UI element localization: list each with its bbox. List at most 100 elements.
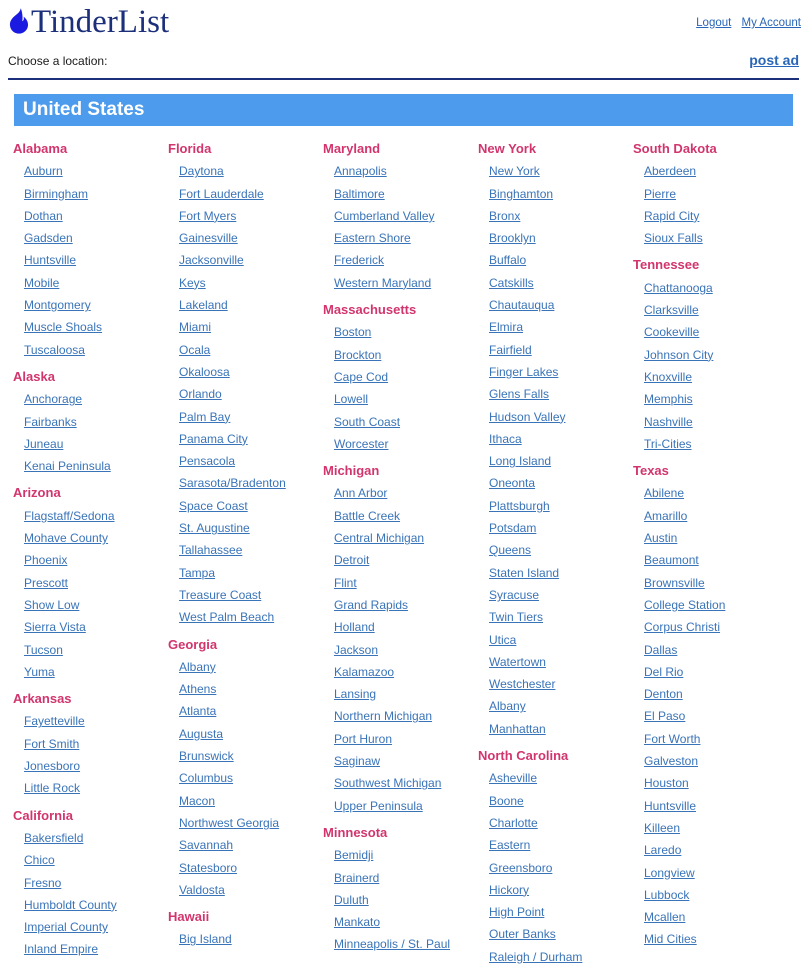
city-link[interactable]: Sioux Falls bbox=[644, 231, 703, 246]
city-link[interactable]: Chautauqua bbox=[489, 298, 555, 313]
city-link[interactable]: Brooklyn bbox=[489, 231, 536, 246]
city-link[interactable]: Tallahassee bbox=[179, 543, 243, 558]
city-link[interactable]: Northern Michigan bbox=[334, 709, 433, 724]
city-link[interactable]: Muscle Shoals bbox=[24, 320, 103, 335]
city-link[interactable]: Rapid City bbox=[644, 208, 700, 223]
city-link[interactable]: Statesboro bbox=[179, 860, 238, 875]
city-link[interactable]: Tampa bbox=[179, 565, 216, 580]
city-link[interactable]: Buffalo bbox=[489, 253, 527, 268]
city-link[interactable]: Boston bbox=[334, 325, 372, 340]
city-link[interactable]: Kalamazoo bbox=[334, 664, 395, 679]
city-link[interactable]: Glens Falls bbox=[489, 387, 550, 402]
city-link[interactable]: Fayetteville bbox=[24, 714, 85, 729]
city-link[interactable]: Saginaw bbox=[334, 754, 381, 769]
city-link[interactable]: Johnson City bbox=[644, 347, 714, 362]
city-link[interactable]: Grand Rapids bbox=[334, 597, 409, 612]
city-link[interactable]: Flint bbox=[334, 575, 357, 590]
city-link[interactable]: Queens bbox=[489, 543, 532, 558]
city-link[interactable]: Chattanooga bbox=[644, 280, 713, 295]
city-link[interactable]: Jacksonville bbox=[179, 253, 244, 268]
city-link[interactable]: Fairfield bbox=[489, 342, 532, 357]
city-link[interactable]: Humboldt County bbox=[24, 897, 117, 912]
city-link[interactable]: Lakeland bbox=[179, 298, 228, 313]
city-link[interactable]: Staten Island bbox=[489, 565, 560, 580]
city-link[interactable]: Annapolis bbox=[334, 164, 387, 179]
city-link[interactable]: El Paso bbox=[644, 709, 686, 724]
city-link[interactable]: Miami bbox=[179, 320, 211, 335]
city-link[interactable]: Fairbanks bbox=[24, 414, 77, 429]
city-link[interactable]: Cumberland Valley bbox=[334, 208, 435, 223]
city-link[interactable]: Greensboro bbox=[489, 860, 553, 875]
city-link[interactable]: Laredo bbox=[644, 843, 682, 858]
city-link[interactable]: Albany bbox=[179, 659, 216, 674]
city-link[interactable]: Gainesville bbox=[179, 231, 238, 246]
city-link[interactable]: Baltimore bbox=[334, 186, 385, 201]
city-link[interactable]: Auburn bbox=[24, 164, 63, 179]
city-link[interactable]: Ocala bbox=[179, 342, 211, 357]
city-link[interactable]: Longview bbox=[644, 865, 695, 880]
city-link[interactable]: Mobile bbox=[24, 275, 60, 290]
city-link[interactable]: Mankato bbox=[334, 915, 381, 930]
city-link[interactable]: Columbus bbox=[179, 771, 234, 786]
city-link[interactable]: Anchorage bbox=[24, 392, 83, 407]
city-link[interactable]: Southwest Michigan bbox=[334, 776, 442, 791]
city-link[interactable]: Fresno bbox=[24, 875, 62, 890]
post-ad-link[interactable]: post ad bbox=[749, 52, 799, 68]
city-link[interactable]: Western Maryland bbox=[334, 275, 432, 290]
city-link[interactable]: Juneau bbox=[24, 436, 64, 451]
city-link[interactable]: Bronx bbox=[489, 208, 521, 223]
city-link[interactable]: Jonesboro bbox=[24, 759, 81, 774]
city-link[interactable]: Hickory bbox=[489, 882, 530, 897]
city-link[interactable]: Potsdam bbox=[489, 521, 537, 536]
city-link[interactable]: Manhattan bbox=[489, 721, 546, 736]
city-link[interactable]: Gadsden bbox=[24, 231, 73, 246]
city-link[interactable]: Minneapolis / St. Paul bbox=[334, 937, 451, 952]
city-link[interactable]: Hudson Valley bbox=[489, 409, 566, 424]
city-link[interactable]: Keys bbox=[179, 275, 206, 290]
city-link[interactable]: Killeen bbox=[644, 820, 681, 835]
city-link[interactable]: Jackson bbox=[334, 642, 379, 657]
site-logo[interactable]: TinderList bbox=[8, 6, 169, 39]
city-link[interactable]: Huntsville bbox=[24, 253, 77, 268]
city-link[interactable]: Cookeville bbox=[644, 325, 700, 340]
city-link[interactable]: Lowell bbox=[334, 392, 369, 407]
city-link[interactable]: Macon bbox=[179, 793, 216, 808]
city-link[interactable]: Little Rock bbox=[24, 781, 81, 796]
city-link[interactable]: Savannah bbox=[179, 838, 234, 853]
city-link[interactable]: Okaloosa bbox=[179, 364, 230, 379]
city-link[interactable]: Finger Lakes bbox=[489, 364, 559, 379]
city-link[interactable]: Galveston bbox=[644, 754, 699, 769]
city-link[interactable]: Port Huron bbox=[334, 731, 393, 746]
city-link[interactable]: Beaumont bbox=[644, 553, 699, 568]
my-account-link[interactable]: My Account bbox=[741, 17, 801, 29]
city-link[interactable]: Lansing bbox=[334, 687, 377, 702]
city-link[interactable]: Charlotte bbox=[489, 815, 538, 830]
city-link[interactable]: Abilene bbox=[644, 486, 685, 501]
city-link[interactable]: Pensacola bbox=[179, 454, 236, 469]
city-link[interactable]: Albany bbox=[489, 699, 526, 714]
city-link[interactable]: Panama City bbox=[179, 431, 248, 446]
city-link[interactable]: Detroit bbox=[334, 553, 370, 568]
city-link[interactable]: Sarasota/Bradenton bbox=[179, 476, 286, 491]
city-link[interactable]: Eastern bbox=[489, 838, 531, 853]
city-link[interactable]: Show Low bbox=[24, 597, 80, 612]
city-link[interactable]: Brainerd bbox=[334, 870, 380, 885]
city-link[interactable]: Houston bbox=[644, 776, 689, 791]
city-link[interactable]: Upper Peninsula bbox=[334, 798, 423, 813]
city-link[interactable]: Nashville bbox=[644, 414, 693, 429]
city-link[interactable]: Daytona bbox=[179, 164, 224, 179]
city-link[interactable]: Northwest Georgia bbox=[179, 815, 280, 830]
city-link[interactable]: Ann Arbor bbox=[334, 486, 388, 501]
city-link[interactable]: Utica bbox=[489, 632, 517, 647]
city-link[interactable]: Worcester bbox=[334, 436, 389, 451]
city-link[interactable]: Sierra Vista bbox=[24, 620, 86, 635]
city-link[interactable]: Holland bbox=[334, 620, 375, 635]
city-link[interactable]: Yuma bbox=[24, 664, 55, 679]
city-link[interactable]: Atlanta bbox=[179, 704, 217, 719]
city-link[interactable]: Athens bbox=[179, 682, 217, 697]
city-link[interactable]: Treasure Coast bbox=[179, 587, 262, 602]
city-link[interactable]: Long Island bbox=[489, 454, 552, 469]
city-link[interactable]: High Point bbox=[489, 905, 545, 920]
city-link[interactable]: Aberdeen bbox=[644, 164, 697, 179]
city-link[interactable]: Catskills bbox=[489, 275, 534, 290]
